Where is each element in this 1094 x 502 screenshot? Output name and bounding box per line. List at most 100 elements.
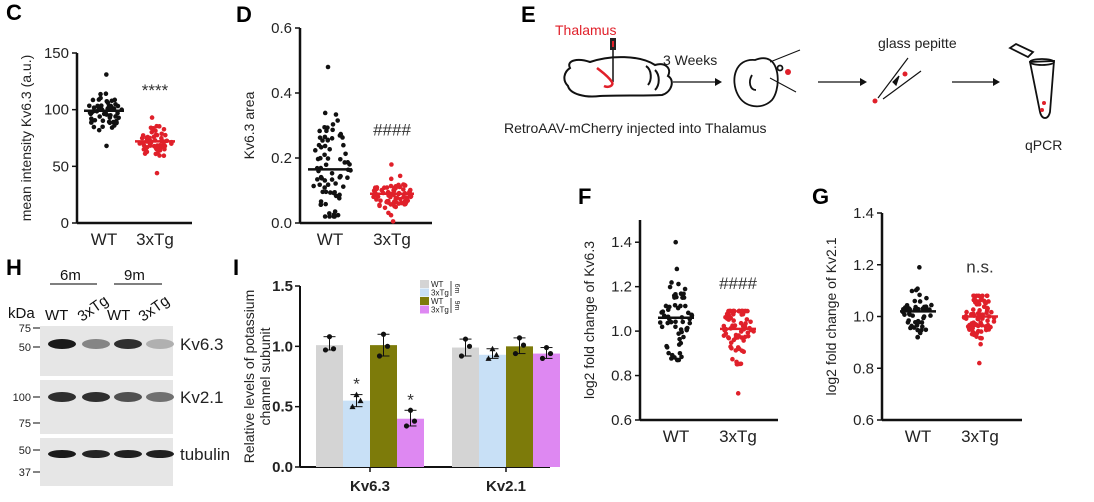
data-point (338, 131, 344, 137)
data-point (148, 143, 153, 148)
data-point (91, 105, 97, 110)
bar (479, 354, 506, 467)
blot-band (146, 392, 174, 402)
significance-annotation: n.s. (966, 258, 993, 277)
panel-label-e: E (521, 2, 536, 27)
data-point (159, 131, 164, 137)
significance-annotation: **** (142, 81, 169, 100)
data-point (335, 118, 340, 123)
bar (533, 353, 560, 467)
data-point (677, 336, 682, 342)
data-point (673, 324, 678, 330)
data-point (676, 281, 681, 287)
data-point (669, 280, 674, 285)
y-tick-label: 0.0 (271, 215, 292, 232)
data-point (732, 308, 737, 314)
data-point (151, 126, 156, 131)
data-point (325, 64, 331, 70)
data-point (403, 200, 409, 205)
data-point (680, 295, 685, 300)
data-point (88, 120, 94, 125)
data-point (912, 319, 918, 325)
y-tick-label: 0 (61, 215, 69, 232)
blot-band (48, 392, 76, 402)
data-point (330, 122, 336, 127)
arrow-icon (818, 78, 867, 86)
data-point (977, 360, 982, 366)
data-point (735, 391, 741, 396)
data-point (320, 189, 326, 195)
data-point (323, 189, 329, 195)
data-point (462, 336, 469, 342)
schematic-caption: RetroAAV-mCherry injected into Thalamus (504, 120, 766, 136)
data-point (317, 135, 323, 140)
significance-annotation: * (353, 375, 360, 394)
data-point (315, 177, 320, 182)
data-point (739, 308, 745, 314)
legend-age-label: 9m (453, 301, 460, 311)
thalamus-projection-mark (596, 67, 614, 89)
data-point (325, 182, 331, 188)
data-point (92, 117, 98, 123)
data-point (738, 361, 744, 367)
panel-label-i: I (233, 255, 239, 280)
data-point (684, 327, 690, 333)
data-point (674, 266, 680, 272)
data-point (912, 298, 918, 304)
data-point (388, 212, 394, 218)
data-point (666, 350, 671, 356)
data-point (332, 189, 337, 195)
data-point (742, 334, 748, 340)
data-point (388, 176, 394, 182)
data-point (660, 309, 666, 314)
y-tick-label: 0.5 (272, 399, 293, 416)
data-point (393, 204, 399, 210)
data-point (923, 327, 929, 333)
x-tick-label: 3xTg (719, 427, 757, 446)
y-axis-label: Relative levels of potassium (241, 290, 257, 464)
data-point (396, 201, 402, 206)
y-tick-label: 1.2 (611, 279, 632, 296)
data-point (341, 142, 346, 148)
data-point (734, 359, 739, 365)
data-point (318, 155, 323, 161)
data-point (103, 91, 109, 96)
data-point (327, 211, 332, 216)
endpoint-label: qPCR (1025, 137, 1062, 153)
data-point (108, 112, 113, 118)
data-point (978, 297, 983, 303)
data-point (396, 182, 401, 188)
data-point (677, 350, 683, 356)
data-point (977, 308, 982, 313)
data-point (322, 214, 328, 219)
significance-annotation: #### (373, 120, 411, 139)
y-axis-label: mean intensity Kv6.3 (a.u.) (18, 55, 34, 222)
lane-label-4: 3xTg (136, 292, 173, 325)
data-point (317, 182, 323, 188)
data-point (975, 316, 981, 322)
chart-f-kv63-fold-change: 0.6 0.8 1.0 1.2 1.4 log2 fold change of Kv6.3… (581, 220, 778, 446)
data-point (681, 291, 686, 297)
data-point (322, 152, 327, 158)
marker-label: 50 (19, 342, 31, 354)
panel-label-c: C (6, 0, 22, 25)
data-point (325, 138, 331, 143)
data-point (91, 124, 97, 130)
y-tick-label: 0.6 (271, 20, 292, 37)
data-point (466, 343, 473, 349)
y-tick-label: 0.2 (271, 150, 292, 167)
data-point (679, 354, 684, 360)
data-point (676, 342, 682, 347)
data-point (657, 320, 663, 325)
blot-band (114, 392, 142, 402)
data-point (745, 330, 751, 336)
data-point (489, 345, 496, 352)
data-point (929, 302, 934, 308)
data-point (353, 391, 360, 398)
data-point (98, 95, 103, 101)
schematic-e: Thalamus 3 Weeks glass pe (504, 22, 1062, 153)
blot-band (114, 450, 142, 458)
data-point (671, 293, 677, 298)
